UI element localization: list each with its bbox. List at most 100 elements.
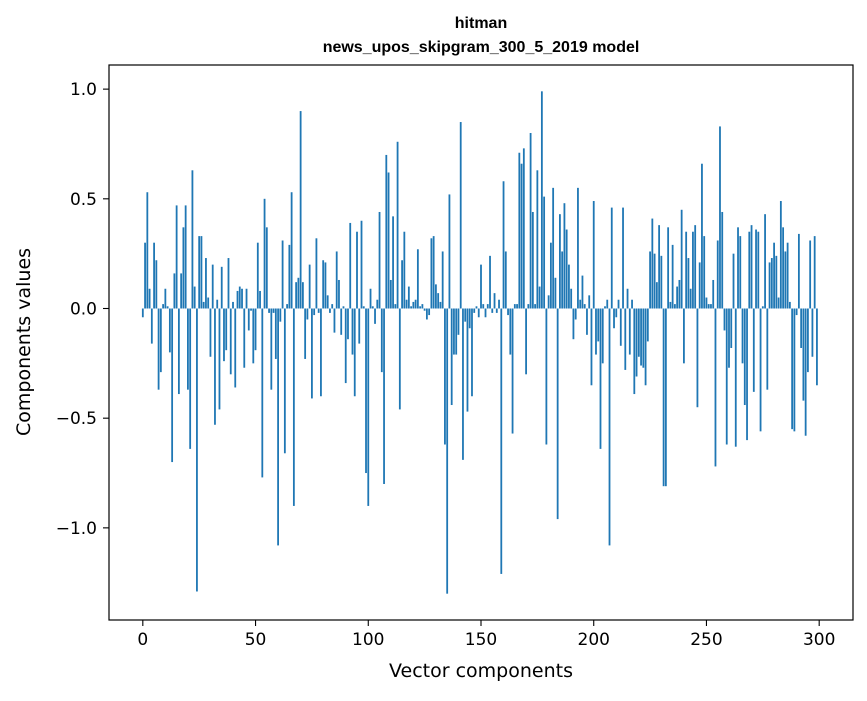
bar [649, 251, 651, 309]
bar [795, 308, 798, 316]
bar [644, 308, 647, 386]
bar [761, 306, 764, 309]
bar [540, 91, 543, 309]
bar [446, 308, 449, 594]
bar [349, 222, 352, 309]
bar [290, 192, 293, 309]
bar [495, 308, 498, 313]
bar [141, 308, 144, 318]
bar [673, 304, 676, 309]
bar [297, 277, 300, 309]
bar [577, 187, 579, 309]
bar [261, 308, 264, 478]
bar [191, 170, 194, 309]
bar [277, 308, 279, 546]
bar [405, 299, 408, 309]
bar [353, 308, 356, 397]
bar [642, 308, 645, 368]
y-axis-label: Components values [13, 248, 35, 436]
chart-subtitle: news_upos_skipgram_300_5_2019 model [323, 39, 640, 56]
bar [374, 308, 376, 324]
bar [710, 304, 712, 309]
bar [522, 148, 525, 309]
bar [324, 262, 327, 309]
bar [680, 209, 683, 309]
bar [313, 308, 316, 316]
bar [342, 306, 345, 309]
bar [687, 258, 690, 309]
bar [793, 308, 796, 432]
y-tick-label: 0.0 [70, 299, 97, 319]
bar [802, 308, 805, 401]
bar [155, 260, 158, 309]
bar [432, 236, 435, 309]
bar [640, 308, 642, 366]
bar [628, 308, 631, 355]
bar [646, 308, 649, 342]
bar [225, 308, 228, 351]
bar [755, 229, 757, 309]
bar [202, 301, 205, 309]
bar [435, 284, 437, 309]
x-axis-ticks: 0 50 100 150 200 250 300 [137, 620, 835, 650]
bar [286, 304, 289, 309]
bar [466, 308, 469, 412]
bar [396, 141, 399, 309]
bar [462, 308, 464, 460]
bar [748, 231, 751, 309]
bar [148, 288, 151, 309]
bar [453, 308, 455, 355]
bar [223, 308, 225, 362]
bar [232, 301, 234, 309]
y-tick-label: 0.5 [70, 190, 97, 210]
bar [779, 201, 782, 309]
bar [669, 301, 672, 309]
bar [786, 242, 789, 309]
bar [732, 253, 735, 309]
bar [371, 306, 374, 309]
bar [534, 304, 537, 309]
bar [177, 308, 180, 395]
bar [311, 308, 313, 399]
bar [770, 258, 773, 309]
x-tick-label: 150 [465, 630, 497, 650]
bar [171, 308, 174, 463]
bar [500, 308, 503, 574]
bar [561, 251, 564, 309]
bar [579, 299, 582, 309]
bar [236, 290, 239, 309]
bar [507, 308, 509, 316]
bar [344, 308, 347, 384]
bar [184, 205, 187, 309]
bar [743, 308, 746, 406]
bar [563, 203, 566, 309]
bar [791, 308, 794, 430]
bar [683, 308, 685, 364]
bar [811, 308, 814, 357]
bar [367, 308, 370, 506]
bar [389, 279, 392, 309]
bar [536, 170, 539, 309]
bar [220, 266, 223, 309]
x-tick-label: 250 [690, 630, 722, 650]
bar [263, 198, 266, 309]
bar [486, 304, 489, 309]
bar [362, 306, 365, 309]
bar [676, 286, 679, 309]
bar [667, 227, 670, 309]
bar [238, 286, 241, 309]
bar [583, 304, 586, 309]
bar [209, 308, 212, 357]
bar [322, 260, 325, 309]
bar [444, 308, 446, 445]
bar [678, 279, 681, 309]
bar [270, 308, 273, 390]
bar [525, 308, 527, 375]
bar [274, 308, 277, 359]
bar [207, 297, 210, 309]
bar [653, 253, 656, 309]
bar [565, 229, 568, 309]
bar [279, 308, 282, 322]
bar [592, 201, 595, 309]
bar [631, 299, 633, 309]
